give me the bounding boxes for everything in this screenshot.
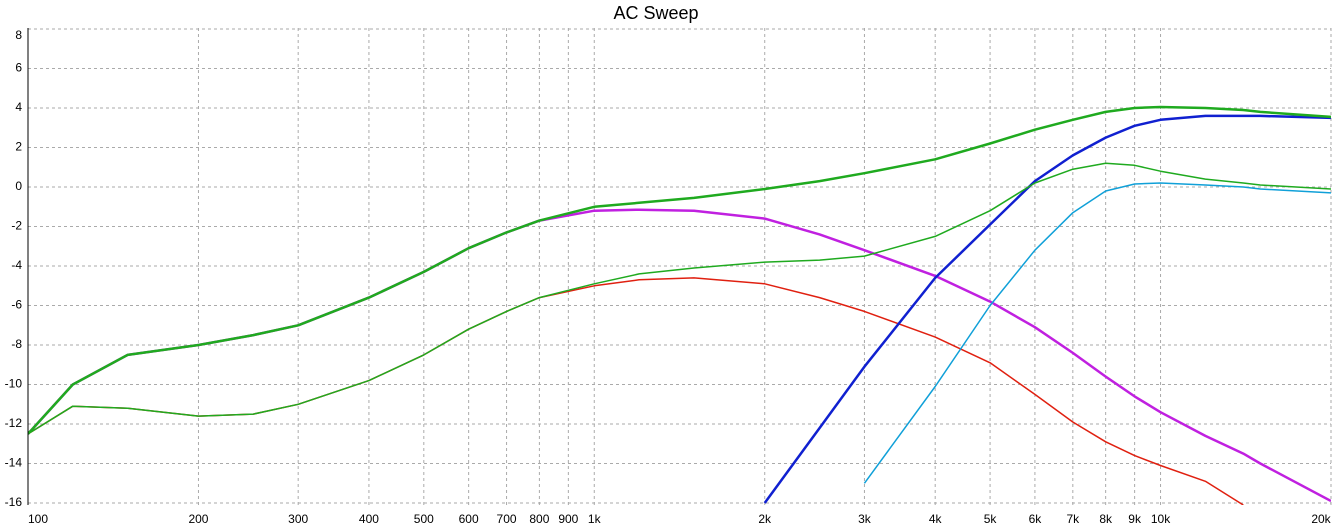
series-line (863, 182, 1331, 484)
y-tick-label: -6 (11, 298, 22, 312)
x-tick-label: 20k (1311, 512, 1331, 526)
y-tick-label: -4 (11, 258, 22, 272)
x-tick-label: 600 (459, 512, 479, 526)
y-tick-label: 0 (15, 179, 22, 193)
x-tick-label: 3k (858, 512, 872, 526)
y-tick-label: 8 (15, 28, 22, 42)
y-tick-label: -2 (11, 219, 22, 233)
series-line (28, 105, 1331, 435)
x-tick-label: 2k (758, 512, 772, 526)
x-tick-label: 500 (414, 512, 434, 526)
x-tick-label: 100 (28, 512, 48, 526)
x-tick-label: 700 (497, 512, 517, 526)
x-tick-label: 6k (1029, 512, 1043, 526)
x-tick-label: 10k (1151, 512, 1171, 526)
y-tick-label: -12 (5, 416, 23, 430)
chart-title: AC Sweep (613, 3, 698, 23)
x-tick-label: 800 (529, 512, 549, 526)
y-tick-label: -8 (11, 337, 22, 351)
x-tick-label: 5k (984, 512, 998, 526)
y-tick-label: -10 (5, 377, 23, 391)
y-tick-label: 4 (15, 100, 22, 114)
x-tick-label: 900 (558, 512, 578, 526)
x-tick-label: 400 (359, 512, 379, 526)
y-tick-label: -16 (5, 495, 23, 509)
series-line (763, 114, 1331, 504)
y-tick-label: -14 (5, 456, 23, 470)
y-tick-label: 6 (15, 61, 22, 75)
x-tick-label: 300 (288, 512, 308, 526)
x-tick-label: 8k (1099, 512, 1113, 526)
x-tick-label: 9k (1128, 512, 1142, 526)
x-tick-label: 200 (188, 512, 208, 526)
x-tick-label: 7k (1066, 512, 1080, 526)
series-line (28, 162, 1331, 435)
x-tick-label: 4k (929, 512, 943, 526)
grid (27, 28, 1332, 505)
plot-area (28, 105, 1331, 505)
x-tick-label: 1k (588, 512, 602, 526)
y-tick-label: 2 (15, 140, 22, 154)
